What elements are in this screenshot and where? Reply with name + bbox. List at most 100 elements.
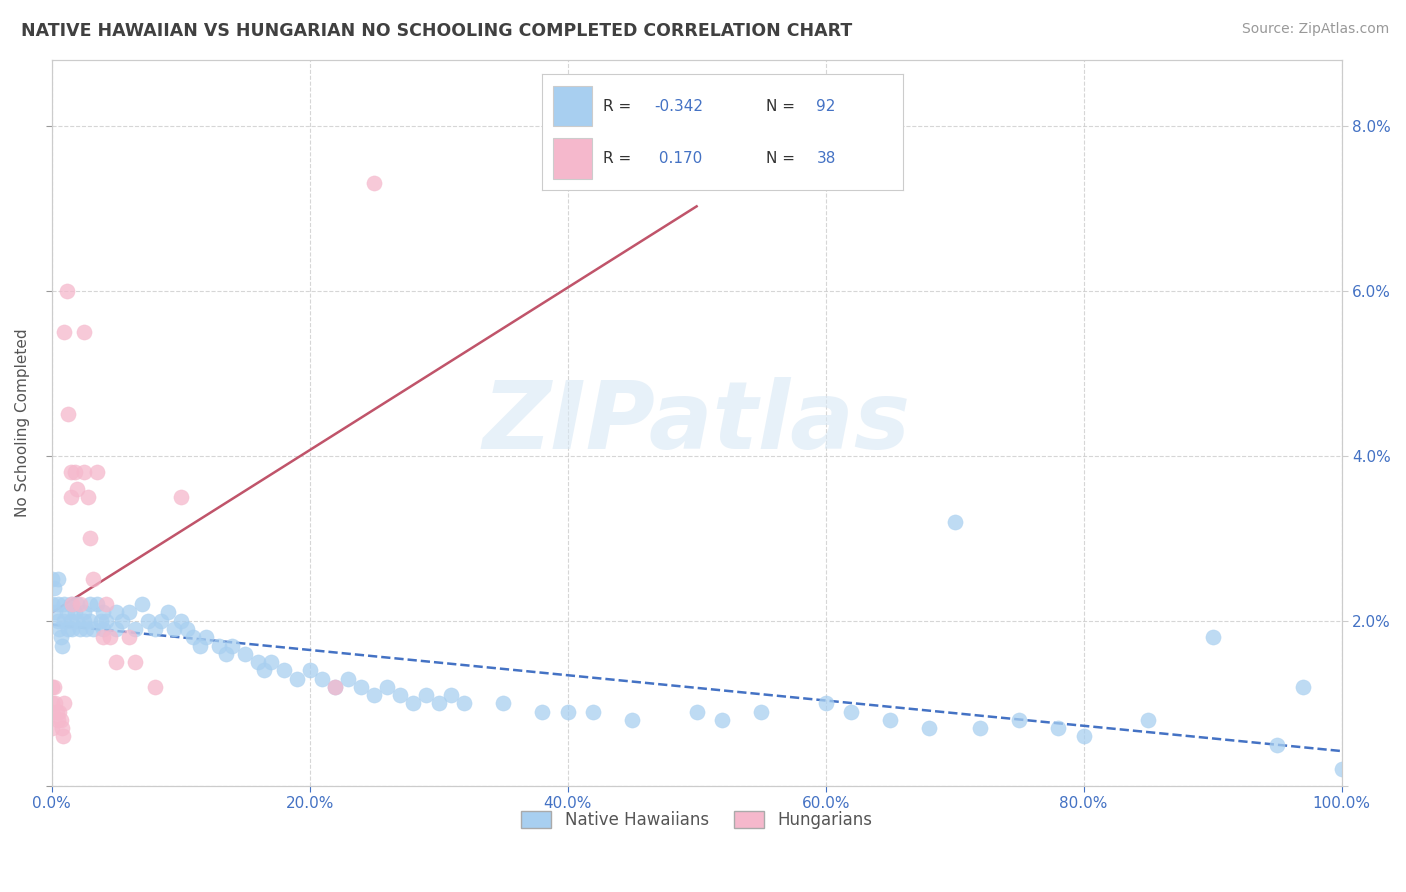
Point: [156, 606, 179, 620]
Point: [53, 696, 76, 710]
Point: [402, 696, 425, 710]
Point: [143, 680, 166, 694]
Point: [350, 680, 373, 694]
Point: [63, 606, 86, 620]
Point: [131, 597, 153, 611]
Point: [90, 614, 112, 628]
Point: [492, 696, 515, 710]
Point: [73, 325, 96, 339]
Point: [163, 622, 186, 636]
Point: [45, 705, 67, 719]
Point: [621, 713, 644, 727]
Point: [41, 597, 63, 611]
Point: [59, 597, 82, 611]
Point: [325, 680, 347, 694]
Point: [415, 688, 437, 702]
Point: [841, 705, 863, 719]
Point: [298, 663, 321, 677]
Point: [82, 622, 104, 636]
Point: [41, 696, 63, 710]
Point: [51, 721, 73, 735]
Point: [388, 688, 411, 702]
Point: [46, 597, 69, 611]
Legend: Native Hawaiians, Hungarians: Native Hawaiians, Hungarians: [515, 804, 879, 836]
Text: NATIVE HAWAIIAN VS HUNGARIAN NO SCHOOLING COMPLETED CORRELATION CHART: NATIVE HAWAIIAN VS HUNGARIAN NO SCHOOLIN…: [21, 22, 852, 40]
Point: [82, 573, 104, 587]
Point: [59, 614, 82, 628]
Point: [530, 705, 553, 719]
Point: [75, 622, 97, 636]
Point: [41, 573, 63, 587]
Point: [363, 688, 385, 702]
Point: [69, 597, 91, 611]
Point: [311, 672, 333, 686]
Point: [260, 655, 283, 669]
Point: [711, 713, 734, 727]
Point: [91, 630, 114, 644]
Point: [814, 696, 837, 710]
Point: [253, 663, 276, 677]
Point: [105, 606, 128, 620]
Point: [1265, 738, 1288, 752]
Point: [1330, 762, 1353, 776]
Point: [150, 614, 173, 628]
Point: [1137, 713, 1160, 727]
Point: [86, 465, 108, 479]
Text: ZIPatlas: ZIPatlas: [482, 376, 911, 468]
Point: [557, 705, 579, 719]
Point: [41, 680, 63, 694]
Point: [56, 284, 79, 298]
Point: [66, 597, 89, 611]
Point: [124, 655, 146, 669]
Point: [42, 680, 65, 694]
Point: [176, 622, 198, 636]
Point: [918, 721, 941, 735]
Point: [73, 614, 96, 628]
Point: [879, 713, 901, 727]
Point: [215, 647, 238, 661]
Point: [76, 490, 98, 504]
Text: Source: ZipAtlas.com: Source: ZipAtlas.com: [1241, 22, 1389, 37]
Point: [685, 705, 707, 719]
Point: [48, 705, 70, 719]
Point: [427, 696, 450, 710]
Point: [53, 325, 76, 339]
Point: [375, 680, 398, 694]
Point: [183, 630, 205, 644]
Point: [66, 482, 89, 496]
Point: [46, 713, 69, 727]
Point: [53, 597, 76, 611]
Point: [169, 490, 191, 504]
Point: [118, 630, 141, 644]
Point: [53, 614, 76, 628]
Point: [60, 622, 83, 636]
Point: [58, 622, 80, 636]
Point: [124, 622, 146, 636]
Point: [1292, 680, 1315, 694]
Point: [44, 606, 66, 620]
Point: [51, 639, 73, 653]
Point: [98, 630, 121, 644]
Point: [363, 177, 385, 191]
Point: [48, 622, 70, 636]
Y-axis label: No Schooling Completed: No Schooling Completed: [15, 328, 30, 517]
Point: [73, 606, 96, 620]
Point: [105, 622, 128, 636]
Point: [91, 622, 114, 636]
Point: [94, 597, 117, 611]
Point: [49, 713, 72, 727]
Point: [325, 680, 347, 694]
Point: [208, 639, 231, 653]
Point: [111, 614, 134, 628]
Point: [66, 614, 89, 628]
Point: [453, 696, 475, 710]
Point: [582, 705, 605, 719]
Point: [1202, 630, 1225, 644]
Point: [94, 614, 117, 628]
Point: [73, 465, 96, 479]
Point: [79, 614, 101, 628]
Point: [969, 721, 991, 735]
Point: [188, 639, 211, 653]
Point: [41, 705, 63, 719]
Point: [69, 622, 91, 636]
